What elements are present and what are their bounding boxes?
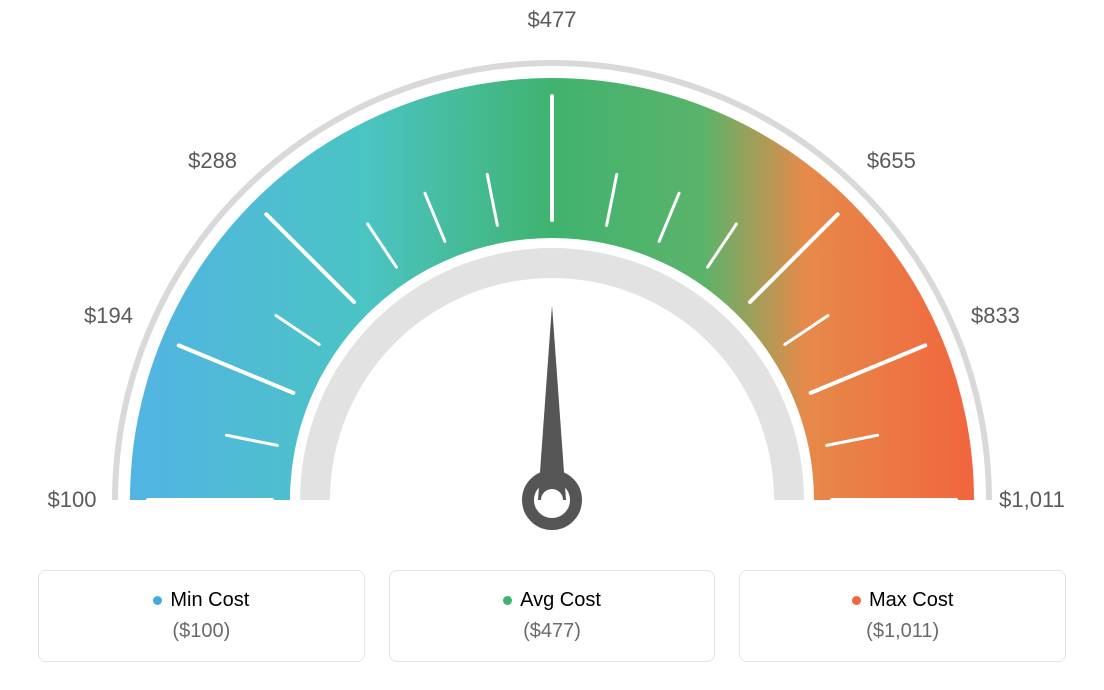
gauge-tick-label: $288 xyxy=(188,148,237,174)
gauge-tick-label: $1,011 xyxy=(999,487,1065,513)
gauge-tick-label: $194 xyxy=(84,303,133,329)
legend-avg-value: ($477) xyxy=(402,620,703,643)
legend-max-card: Max Cost ($1,011) xyxy=(739,570,1066,662)
legend-min-label: Min Cost xyxy=(170,589,249,612)
gauge-tick-label: $477 xyxy=(528,7,577,33)
legend-row: Min Cost ($100) Avg Cost ($477) Max Cost… xyxy=(0,570,1104,662)
dot-icon xyxy=(503,596,512,605)
legend-min-value: ($100) xyxy=(51,620,352,643)
legend-max-label: Max Cost xyxy=(869,589,953,612)
legend-max-value: ($1,011) xyxy=(752,620,1053,643)
cost-gauge: $100 $194 $288 $477 $655 $833 $1,011 xyxy=(0,0,1104,560)
legend-min-card: Min Cost ($100) xyxy=(38,570,365,662)
gauge-tick-label: $100 xyxy=(48,487,97,513)
legend-max-title: Max Cost xyxy=(852,589,953,612)
legend-avg-title: Avg Cost xyxy=(503,589,601,612)
gauge-svg xyxy=(0,0,1104,560)
gauge-tick-label: $655 xyxy=(867,148,916,174)
legend-min-title: Min Cost xyxy=(153,589,249,612)
legend-avg-label: Avg Cost xyxy=(520,589,601,612)
gauge-tick-label: $833 xyxy=(971,303,1020,329)
dot-icon xyxy=(153,596,162,605)
legend-avg-card: Avg Cost ($477) xyxy=(389,570,716,662)
dot-icon xyxy=(852,596,861,605)
